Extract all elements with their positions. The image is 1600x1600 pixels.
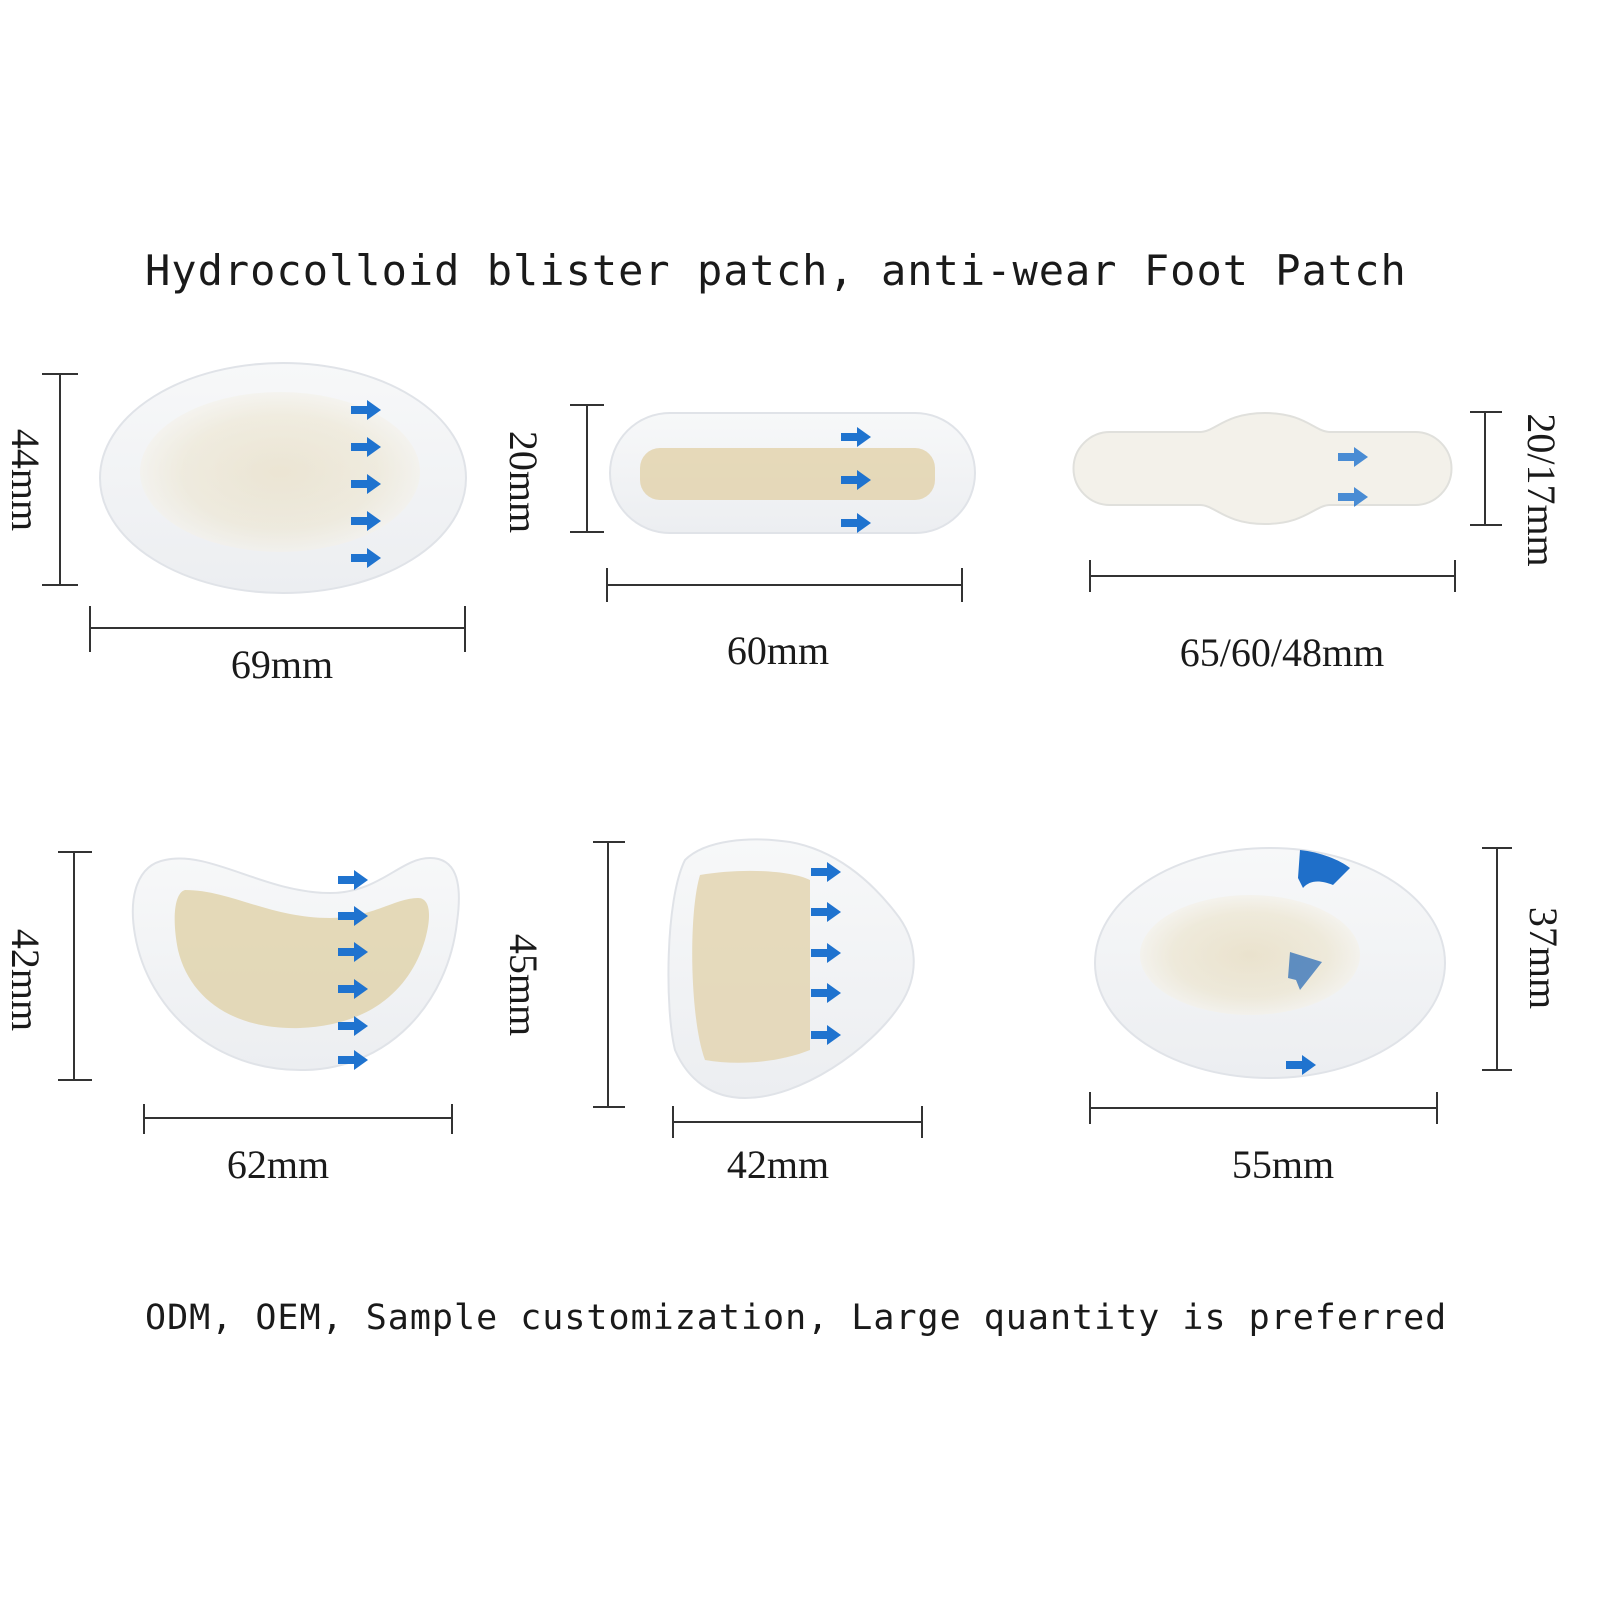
patch-toe-strip — [1072, 411, 1453, 526]
width-label: 60mm — [727, 628, 829, 673]
dimension-width — [143, 1104, 453, 1134]
height-label: 20/17mm — [1519, 413, 1564, 566]
dimension-width — [672, 1106, 923, 1138]
height-label: 44mm — [3, 429, 48, 531]
dimension-height — [1482, 847, 1512, 1071]
height-label: 42mm — [3, 929, 48, 1031]
dimension-height — [42, 373, 78, 586]
dimension-height — [593, 841, 625, 1108]
patch-heel-cup — [667, 838, 915, 1100]
width-label: 55mm — [1232, 1142, 1334, 1187]
height-label: 20mm — [501, 431, 546, 533]
page-title: Hydrocolloid blister patch, anti-wear Fo… — [145, 246, 1407, 295]
dimension-width — [89, 606, 466, 652]
width-label: 69mm — [231, 642, 333, 687]
dimension-height — [58, 851, 92, 1081]
height-label: 45mm — [501, 934, 546, 1036]
dimension-height — [570, 404, 604, 533]
width-label: 65/60/48mm — [1180, 630, 1384, 675]
patch-heel-crescent — [131, 856, 460, 1072]
dimension-width — [1089, 1092, 1438, 1124]
dimension-width — [606, 568, 963, 602]
dimension-width — [1089, 560, 1456, 592]
width-label: 62mm — [227, 1142, 329, 1187]
patch-strip — [609, 412, 976, 534]
width-label: 42mm — [727, 1142, 829, 1187]
patch-oval-small — [1094, 847, 1446, 1079]
footer-note: ODM, OEM, Sample customization, Large qu… — [145, 1298, 1448, 1338]
height-label: 37mm — [1521, 907, 1566, 1009]
dimension-height — [1470, 411, 1502, 526]
patch-oval-large — [99, 362, 467, 594]
